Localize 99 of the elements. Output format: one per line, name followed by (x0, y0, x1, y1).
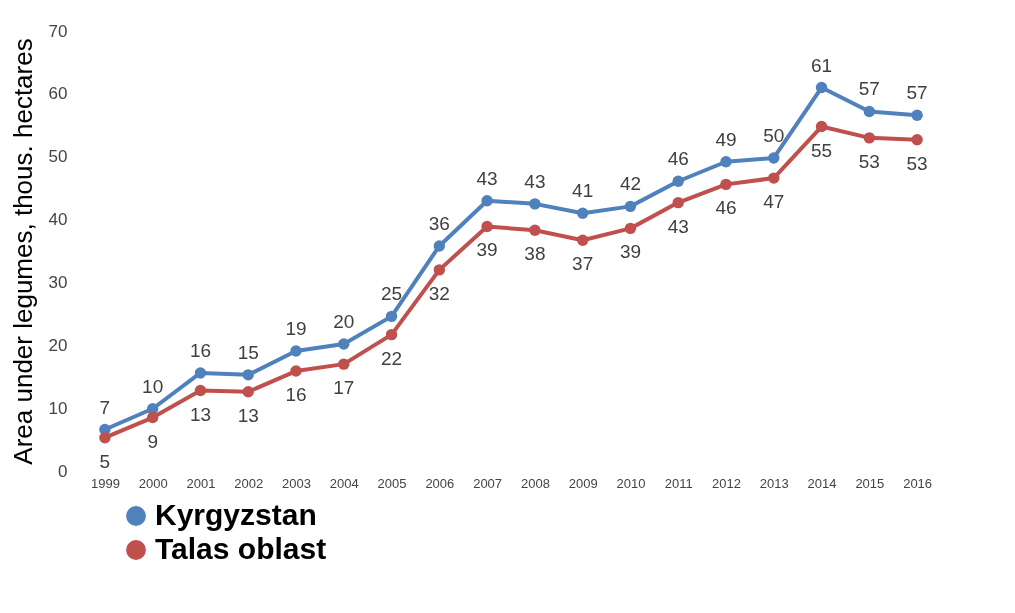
point (576, 234, 589, 246)
point (290, 365, 302, 377)
data-label: 10 (142, 375, 164, 397)
x-tick-label: 2003 (282, 475, 311, 491)
point (576, 207, 589, 219)
data-label: 43 (667, 215, 689, 237)
y-tick-label: 40 (48, 210, 68, 230)
point (815, 120, 828, 133)
x-tick-label: 2016 (903, 475, 933, 491)
data-label: 13 (189, 403, 212, 425)
point (146, 411, 159, 424)
point (911, 109, 923, 121)
data-label: 7 (99, 396, 111, 418)
x-tick-label: 2009 (568, 475, 598, 491)
data-label: 57 (906, 82, 928, 104)
x-tick-label: 2014 (807, 475, 837, 491)
point (385, 310, 398, 323)
x-tick-label: 2015 (855, 475, 885, 491)
point (720, 178, 732, 191)
y-tick-label: 60 (48, 84, 68, 104)
data-label: 47 (763, 191, 785, 213)
point (433, 264, 446, 276)
point (433, 240, 446, 252)
point (768, 152, 780, 164)
data-label: 16 (285, 384, 307, 406)
data-label: 55 (810, 139, 833, 161)
point (863, 105, 876, 118)
x-tick-label: 2011 (664, 475, 693, 491)
point (481, 195, 493, 207)
x-tick-label: 2001 (186, 475, 216, 491)
data-label: 38 (524, 243, 546, 265)
point (242, 369, 254, 381)
data-label: 36 (428, 212, 450, 234)
data-label: 53 (906, 152, 928, 174)
y-tick-label: 0 (58, 461, 68, 481)
point (863, 132, 876, 144)
x-tick-label: 2013 (759, 475, 789, 491)
data-label: 39 (619, 241, 642, 263)
data-label: 49 (715, 128, 737, 150)
data-label: 9 (147, 430, 158, 452)
x-tick-label: 2005 (377, 475, 407, 491)
data-label: 20 (333, 311, 355, 333)
point (768, 172, 780, 184)
point (290, 345, 302, 357)
point (385, 328, 398, 341)
x-tick-label: 2007 (473, 475, 503, 491)
data-label: 19 (285, 317, 307, 339)
y-tick-label: 10 (48, 398, 68, 418)
x-tick-label: 2006 (425, 475, 455, 491)
data-label: 37 (572, 253, 594, 275)
x-tick-label: 2002 (234, 475, 264, 491)
data-label: 50 (763, 124, 785, 146)
point (624, 200, 637, 213)
y-axis-title: Area under legumes, thous. hectares (7, 38, 38, 465)
data-label: 43 (476, 167, 498, 189)
data-label: 16 (189, 339, 212, 361)
x-tick-label: 2004 (329, 475, 359, 491)
point (194, 384, 207, 397)
x-tick-label: 2008 (520, 475, 550, 491)
y-tick-label: 30 (48, 272, 68, 292)
data-label: 17 (333, 377, 355, 399)
x-tick-label: 2010 (616, 475, 646, 491)
point (529, 224, 541, 236)
point (481, 220, 493, 233)
point (99, 432, 111, 444)
point (338, 338, 350, 350)
legend-label: Kyrgyzstan (155, 498, 317, 531)
point (672, 196, 684, 209)
data-label: 41 (572, 180, 594, 202)
data-label: 5 (99, 450, 111, 472)
point (529, 198, 541, 210)
x-tick-label: 1999 (90, 475, 120, 491)
data-label: 46 (667, 148, 689, 170)
data-label: 15 (237, 341, 259, 363)
data-label: 46 (715, 197, 737, 219)
y-tick-label: 70 (48, 21, 68, 41)
data-label: 25 (380, 283, 403, 305)
data-label: 42 (619, 173, 642, 195)
point (338, 358, 350, 370)
legend-label: Talas oblast (155, 532, 327, 565)
point (242, 386, 254, 398)
point (720, 156, 732, 168)
x-tick-label: 2000 (138, 475, 168, 491)
data-label: 43 (524, 170, 546, 192)
data-label: 22 (380, 347, 403, 369)
point (624, 222, 637, 235)
data-label: 13 (237, 404, 259, 426)
x-tick-label: 2012 (712, 475, 741, 491)
data-label: 39 (476, 239, 498, 261)
point (815, 81, 828, 94)
point (911, 134, 923, 146)
data-label: 61 (810, 54, 833, 76)
data-label: 53 (858, 150, 880, 172)
y-tick-label: 50 (48, 147, 68, 167)
point (194, 367, 207, 379)
point (672, 175, 684, 187)
data-label: 57 (858, 78, 880, 100)
data-label: 32 (428, 282, 450, 304)
y-tick-label: 20 (48, 335, 68, 355)
